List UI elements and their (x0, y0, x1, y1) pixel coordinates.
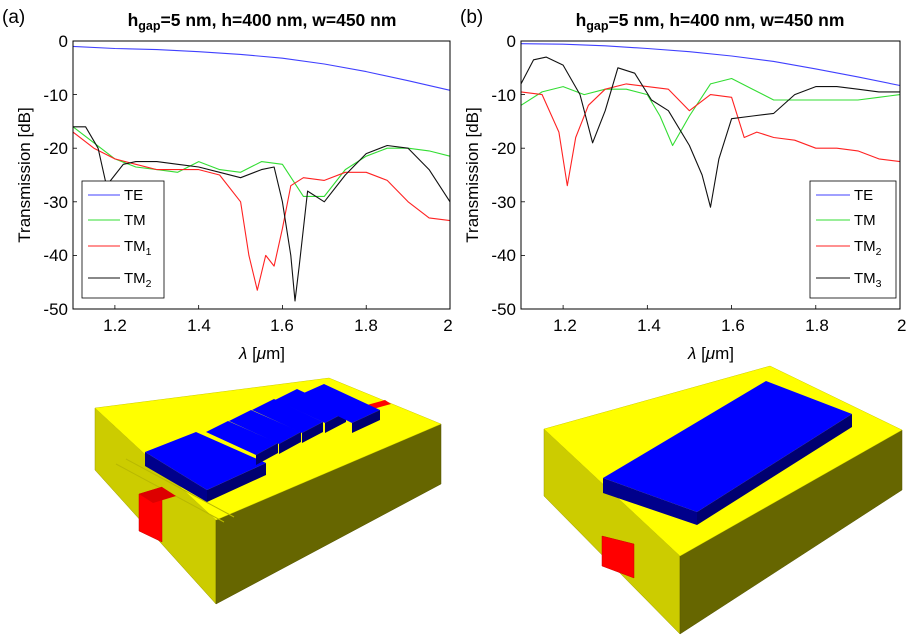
y-tick-minus50: -50 (43, 300, 68, 319)
legend-box-a (81, 180, 165, 299)
panel-a: (a) hgap=5 nm, h=400 nm, w=450 nm 0 -10 … (2, 7, 453, 363)
legend-label-tm2: TM2 (124, 270, 152, 290)
x-tick-2: 2 (443, 316, 452, 335)
x-tick-1.6: 1.6 (270, 316, 294, 335)
legend-b: TE TM TM2 TM3 (809, 180, 897, 299)
grating-tooth-5 (275, 389, 346, 423)
device-a-port-top (139, 487, 176, 503)
y-tick-minus30: -30 (43, 193, 68, 212)
x-axis-label-a: λ [μm] (238, 344, 285, 363)
x-tick-1.4: 1.4 (187, 316, 211, 335)
x-tick-labels-a: 1.2 1.4 1.6 1.8 2 (103, 316, 453, 335)
legend-a: TE TM TM1 TM2 (81, 180, 165, 299)
device-b-slab-end (697, 414, 852, 525)
x-axis-label-b: λ [μm] (687, 344, 734, 363)
x-tick-2: 2 (897, 316, 906, 335)
y-tick-labels-b: 0 -10 -20 -30 -40 -50 (491, 32, 516, 319)
y-tick-minus40: -40 (43, 246, 68, 265)
grating-block-1-side (145, 452, 207, 502)
panel-b-tag: (b) (460, 7, 483, 28)
grating-block-1-top (145, 432, 266, 490)
device-a-groove-2 (125, 458, 235, 518)
device-a-grating (145, 384, 380, 502)
legend-box-b (809, 180, 897, 299)
grating-tooth-3 (229, 410, 301, 444)
x-tick-1.8: 1.8 (805, 316, 829, 335)
grating-tooth-2 (206, 421, 278, 455)
y-tick-minus10: -10 (491, 86, 516, 105)
legend-label-tm: TM (124, 212, 146, 229)
panel-b: (b) hgap=5 nm, h=400 nm, w=450 nm 0 -10 … (460, 7, 906, 363)
grating-tooth-4 (252, 399, 323, 433)
grating-tooth-4-end (302, 422, 323, 443)
x-tick-1.2: 1.2 (103, 316, 127, 335)
series-line-tm-a (72, 126, 451, 197)
x-tick-1.8: 1.8 (354, 316, 378, 335)
plot-area-a (72, 40, 451, 310)
device-b-port-front (601, 535, 635, 579)
grating-tooth-6-end (352, 410, 380, 433)
grating-tooth-3-end (279, 432, 301, 454)
grating-tooth-6 (297, 384, 380, 423)
y-tick-minus20: -20 (43, 139, 68, 158)
y-tick-0: 0 (59, 32, 68, 51)
device-illustration-slab (543, 365, 903, 635)
y-axis-label-b: Transmission [dB] (463, 107, 482, 242)
device-illustration-grating (94, 377, 442, 605)
series-line-te-b (520, 43, 901, 87)
grating-block-1-end (207, 463, 266, 502)
legend-label-te: TE (124, 187, 143, 204)
y-tick-minus40: -40 (491, 246, 516, 265)
panel-b-title: hgap=5 nm, h=400 nm, w=450 nm (576, 10, 845, 33)
legend-label-te: TE (854, 187, 873, 204)
plot-frame-a (72, 40, 451, 310)
panel-a-title: hgap=5 nm, h=400 nm, w=450 nm (128, 10, 397, 33)
panel-a-tag: (a) (2, 7, 25, 28)
series-line-tm1-a (72, 131, 451, 291)
x-tick-1.4: 1.4 (637, 316, 661, 335)
y-axis-label-a: Transmission [dB] (15, 107, 34, 242)
x-tick-1.2: 1.2 (553, 316, 577, 335)
legend-label-tm2: TM2 (854, 238, 882, 258)
legend-label-tm: TM (854, 212, 876, 229)
y-tick-minus50: -50 (491, 300, 516, 319)
plot-frame-b (520, 40, 901, 310)
grating-tooth-2-end (256, 443, 278, 465)
x-tick-1.6: 1.6 (721, 316, 745, 335)
y-tick-0: 0 (507, 32, 516, 51)
y-tick-labels-a: 0 -10 -20 -30 -40 -50 (43, 32, 68, 319)
y-tick-minus20: -20 (491, 139, 516, 158)
series-line-tm3-b (520, 56, 900, 208)
plot-area-b (520, 40, 901, 310)
device-b-slab-side (603, 478, 697, 525)
y-tick-minus30: -30 (491, 193, 516, 212)
series-line-tm-b (520, 77, 901, 147)
legend-label-tm1: TM1 (124, 238, 152, 258)
series-line-tm2-b (520, 83, 901, 187)
x-tick-labels-b: 1.2 1.4 1.6 1.8 2 (553, 316, 906, 335)
device-b-slab-top (603, 381, 852, 512)
legend-label-tm3: TM3 (854, 270, 882, 290)
series-line-te-a (72, 45, 451, 91)
y-tick-minus10: -10 (43, 86, 68, 105)
series-line-tm2-a (73, 126, 451, 302)
